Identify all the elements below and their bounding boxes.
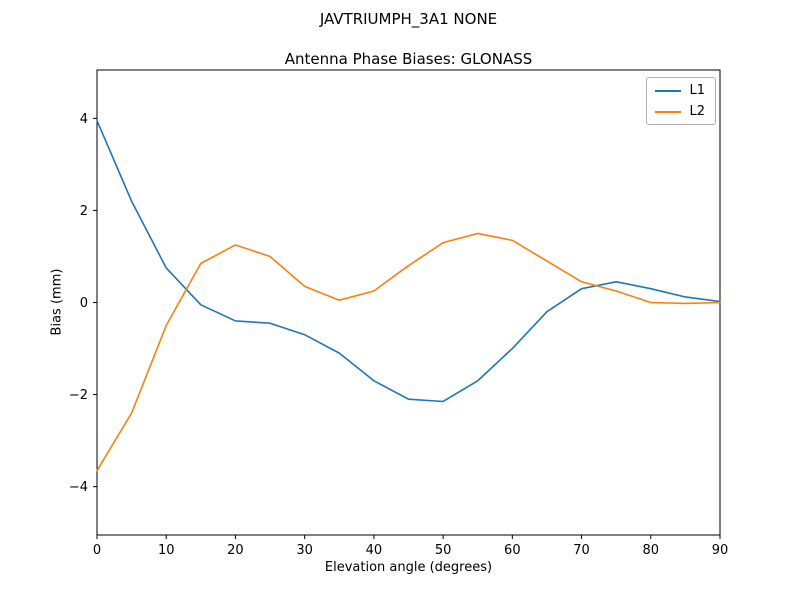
- legend-label: L2: [689, 104, 705, 119]
- y-tick-label: 0: [80, 296, 88, 311]
- x-tick-label: 20: [227, 543, 244, 558]
- legend-entry-l2: L2: [655, 104, 705, 119]
- legend-line-swatch: [655, 89, 682, 92]
- chart-title: Antenna Phase Biases: GLONASS: [284, 50, 533, 68]
- figure-suptitle: JAVTRIUMPH_3A1 NONE: [319, 10, 498, 28]
- y-axis-label: Bias (mm): [49, 268, 65, 336]
- y-tick-label: −4: [69, 480, 88, 495]
- y-tick-label: 4: [80, 112, 88, 127]
- x-tick-label: 0: [93, 543, 101, 558]
- x-axis-label: Elevation angle (degrees): [324, 560, 493, 575]
- y-tick-label: 2: [80, 204, 88, 219]
- x-tick-label: 50: [435, 543, 452, 558]
- x-tick-label: 60: [504, 543, 521, 558]
- x-tick-label: 10: [158, 543, 175, 558]
- x-tick-label: 30: [296, 543, 313, 558]
- axes-frame: [96, 69, 721, 536]
- x-tick-label: 80: [643, 543, 660, 558]
- series-line-l2: [96, 232, 721, 472]
- legend-line-swatch: [655, 110, 682, 113]
- legend-label: L1: [689, 83, 705, 98]
- series-line-l1: [96, 119, 721, 403]
- y-tick-label: −2: [69, 388, 88, 403]
- legend: L1 L2: [646, 77, 716, 125]
- x-tick-label: 90: [712, 543, 729, 558]
- x-tick-label: 40: [366, 543, 383, 558]
- x-tick-label: 70: [573, 543, 590, 558]
- legend-entry-l1: L1: [655, 83, 705, 98]
